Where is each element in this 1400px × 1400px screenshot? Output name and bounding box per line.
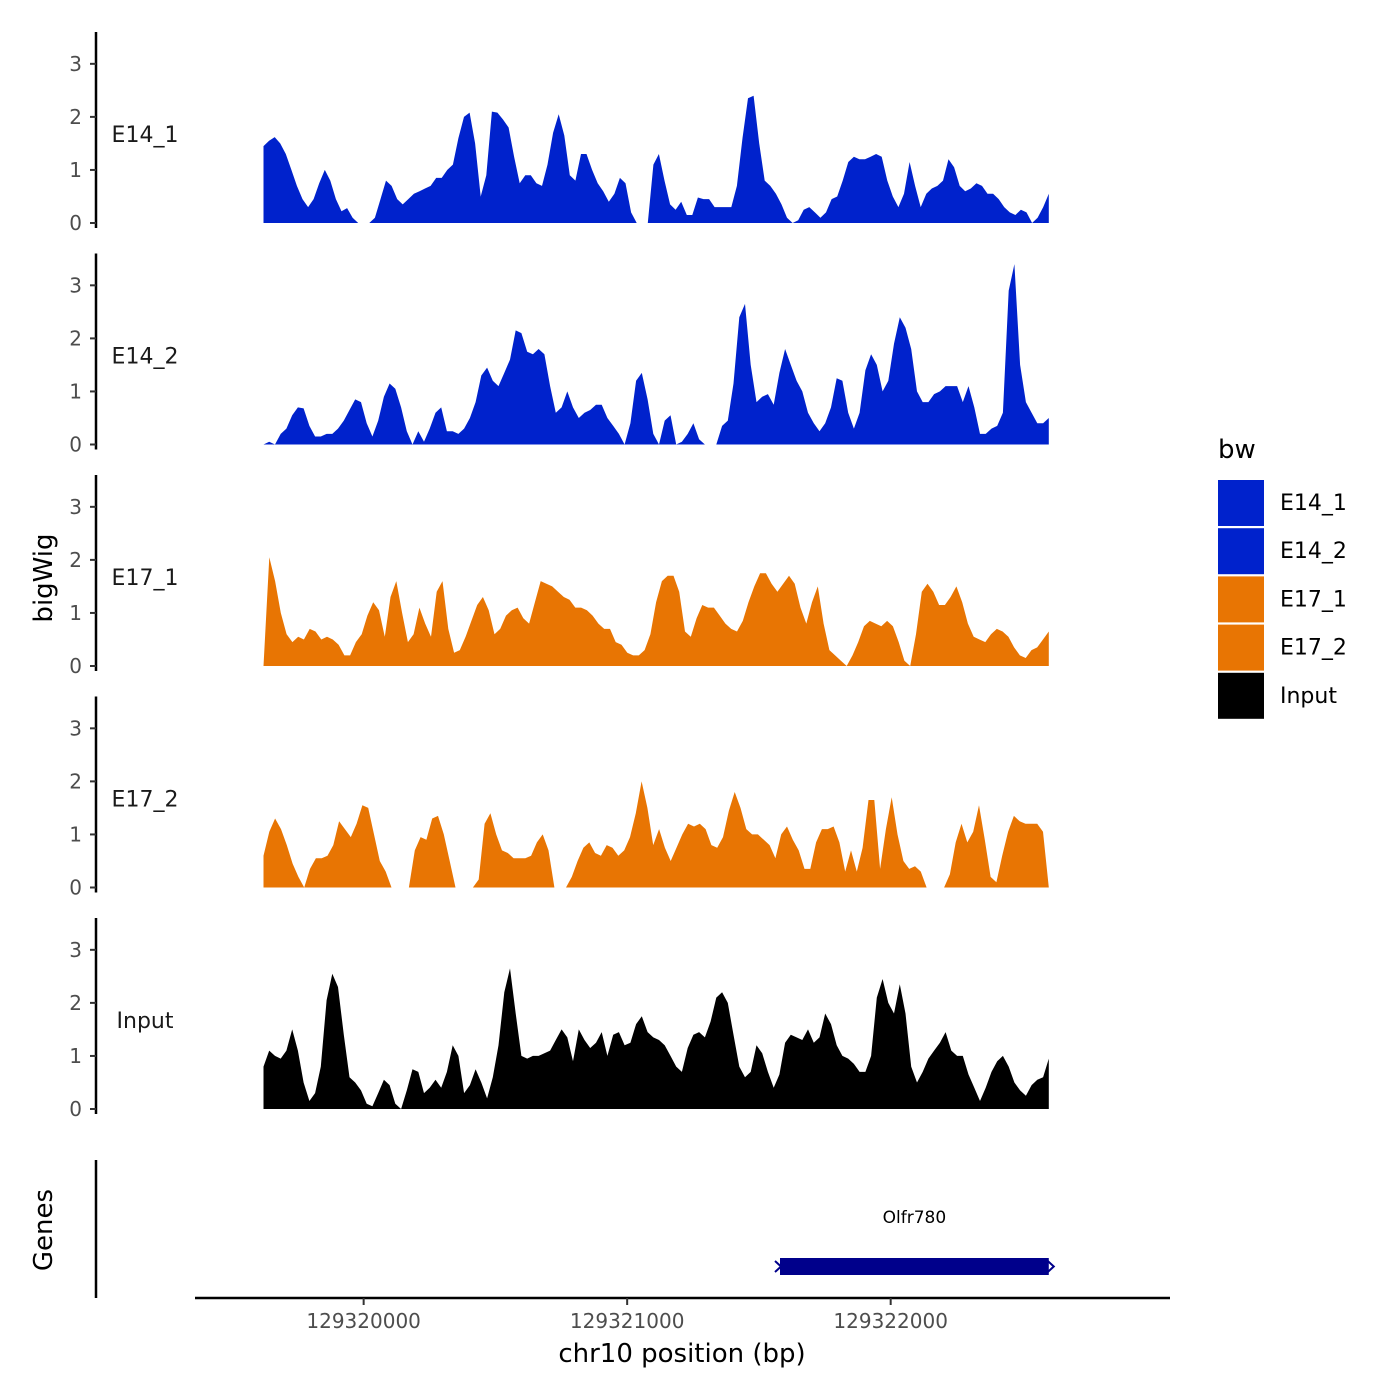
legend-title: bw — [1218, 435, 1256, 465]
legend-swatch — [1218, 480, 1264, 526]
y-tick-label: 2 — [69, 326, 82, 350]
tracks-layer: 0 1 2 3 E14_1 0 1 2 3 E14_2 0 1 2 3 E17_1 0 1 2 3 E17_2 0 1 2 3… — [69, 32, 1049, 1121]
legend-swatch — [1218, 624, 1264, 671]
track-E17_1: 0 1 2 3 E17_1 — [69, 475, 1049, 678]
track-E17_2: 0 1 2 3 E17_2 — [69, 696, 1049, 900]
legend-label: E17_1 — [1280, 587, 1347, 612]
signal-area — [263, 557, 1049, 666]
legend-item-E17_2: E17_2 — [1218, 624, 1347, 671]
legend-items: E14_1 E14_2 E17_1 E17_2 Input — [1218, 480, 1347, 719]
track-label: Input — [117, 1009, 174, 1034]
legend-label: Input — [1280, 684, 1337, 709]
y-tick-label: 3 — [69, 52, 82, 76]
signal-area — [263, 264, 1049, 445]
x-axis-title: chr10 position (bp) — [558, 1339, 805, 1369]
x-tick-label: 129322000 — [833, 1309, 948, 1333]
track-label: E14_2 — [112, 345, 179, 370]
track-E14_1: 0 1 2 3 E14_1 — [69, 32, 1049, 235]
y-tick-label: 2 — [69, 548, 82, 572]
gene-Olfr780: Olfr780 — [774, 1208, 1056, 1275]
y-tick-label: 1 — [69, 379, 82, 403]
y-tick-label: 1 — [69, 158, 82, 182]
y-tick-label: 0 — [69, 1097, 82, 1121]
x-tick-label: 129320000 — [306, 1309, 421, 1333]
y-axis-title: bigWig — [29, 533, 59, 622]
gene-panel: Genes Olfr780 — [29, 1160, 1056, 1298]
legend-item-E14_2: E14_2 — [1218, 528, 1347, 575]
y-tick-label: 1 — [69, 1044, 82, 1068]
y-tick-label: 1 — [69, 822, 82, 846]
y-tick-label: 2 — [69, 105, 82, 129]
legend-item-Input: Input — [1218, 672, 1337, 719]
y-tick-label: 3 — [69, 273, 82, 297]
track-label: E17_1 — [112, 566, 179, 591]
track-E14_2: 0 1 2 3 E14_2 — [69, 253, 1049, 457]
y-tick-label: 3 — [69, 716, 82, 740]
y-tick-label: 2 — [69, 991, 82, 1015]
legend-swatch — [1218, 528, 1264, 575]
legend: bw E14_1 E14_2 E17_1 E17_2 Input — [1218, 435, 1347, 719]
x-axis: 129320000 129321000 129322000 chr10 positi… — [195, 1296, 1170, 1369]
legend-swatch — [1218, 672, 1264, 719]
gene-label: Olfr780 — [883, 1208, 947, 1228]
legend-item-E14_1: E14_1 — [1218, 480, 1347, 526]
y-tick-label: 0 — [69, 876, 82, 900]
legend-item-E17_1: E17_1 — [1218, 576, 1347, 623]
gene-strand-marker — [1047, 1260, 1056, 1273]
legend-label: E14_2 — [1280, 539, 1347, 564]
track-Input: 0 1 2 3 Input — [69, 918, 1049, 1121]
gene-body — [780, 1258, 1049, 1275]
genes-layer: Olfr780 — [774, 1208, 1056, 1275]
signal-area — [263, 95, 1049, 223]
legend-swatch — [1218, 576, 1264, 623]
track-label: E14_1 — [112, 123, 179, 148]
legend-label: E14_1 — [1280, 491, 1347, 516]
legend-label: E17_2 — [1280, 636, 1347, 661]
y-tick-label: 0 — [69, 654, 82, 678]
genes-axis-title: Genes — [29, 1189, 59, 1271]
x-ticks: 129320000 129321000 129322000 — [306, 1298, 948, 1333]
gene-strand-marker — [774, 1260, 783, 1273]
x-tick-label: 129321000 — [570, 1309, 685, 1333]
y-tick-label: 0 — [69, 211, 82, 235]
y-tick-label: 1 — [69, 601, 82, 625]
signal-area — [263, 781, 1049, 888]
signal-area — [263, 968, 1049, 1109]
y-tick-label: 0 — [69, 433, 82, 457]
y-tick-label: 2 — [69, 769, 82, 793]
y-tick-label: 3 — [69, 938, 82, 962]
track-label: E17_2 — [112, 788, 179, 813]
y-tick-label: 3 — [69, 495, 82, 519]
